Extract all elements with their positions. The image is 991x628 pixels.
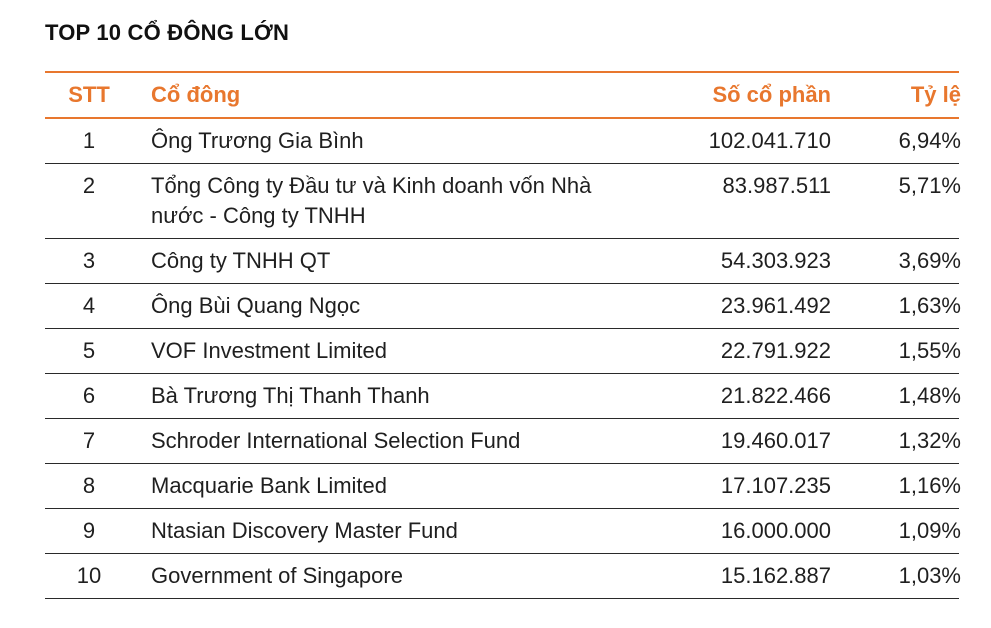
row-stt: 2 [82, 173, 96, 198]
row-shareholder: VOF Investment Limited [151, 338, 387, 363]
row-ratio: 1,55% [898, 338, 961, 363]
table-row: 5 VOF Investment Limited 22.791.922 1,55… [45, 329, 961, 374]
row-shareholder: Schroder International Selection Fund [151, 428, 521, 453]
row-shares: 15.162.887 [720, 563, 831, 588]
row-stt: 7 [82, 428, 96, 453]
row-stt: 1 [82, 128, 96, 153]
row-shareholder: Government of Singapore [151, 563, 403, 588]
row-shareholder: Tổng Công ty Đầu tư và Kinh doanh vốn Nh… [151, 173, 592, 228]
row-ratio: 3,69% [898, 248, 961, 273]
row-shares: 102.041.710 [708, 128, 831, 153]
row-shares: 19.460.017 [720, 428, 831, 453]
table-row: 8 Macquarie Bank Limited 17.107.235 1,16… [45, 464, 961, 509]
row-shares: 23.961.492 [720, 293, 831, 318]
header-shareholder: Cổ đông [151, 82, 241, 107]
row-stt: 6 [82, 383, 96, 408]
row-shares: 21.822.466 [720, 383, 831, 408]
row-stt: 4 [82, 293, 96, 318]
row-ratio: 1,48% [898, 383, 961, 408]
row-ratio: 6,94% [898, 128, 961, 153]
row-shareholder: Ông Trương Gia Bình [151, 128, 364, 153]
header-ratio: Tỷ lệ [910, 82, 961, 107]
row-ratio: 1,03% [898, 563, 961, 588]
row-shareholder: Công ty TNHH QT [151, 248, 331, 273]
row-shares: 54.303.923 [720, 248, 831, 273]
shareholder-table: STT Cổ đông Số cổ phần Tỷ lệ 1 Ông Trươn… [45, 71, 961, 599]
row-shareholder: Bà Trương Thị Thanh Thanh [151, 383, 430, 408]
row-ratio: 1,32% [898, 428, 961, 453]
row-shares: 22.791.922 [720, 338, 831, 363]
table-row: 6 Bà Trương Thị Thanh Thanh 21.822.466 1… [45, 374, 961, 419]
table-header-row: STT Cổ đông Số cổ phần Tỷ lệ [45, 73, 961, 119]
table-row: 3 Công ty TNHH QT 54.303.923 3,69% [45, 239, 961, 284]
row-stt: 9 [82, 518, 96, 543]
header-stt: STT [68, 82, 110, 107]
header-shares: Số cổ phần [712, 82, 831, 107]
table-row: 10 Government of Singapore 15.162.887 1,… [45, 554, 961, 599]
table-row: 2 Tổng Công ty Đầu tư và Kinh doanh vốn … [45, 164, 961, 239]
row-stt: 3 [82, 248, 96, 273]
row-shares: 17.107.235 [720, 473, 831, 498]
table-row: 7 Schroder International Selection Fund … [45, 419, 961, 464]
table-row: 1 Ông Trương Gia Bình 102.041.710 6,94% [45, 119, 961, 164]
table-row: 9 Ntasian Discovery Master Fund 16.000.0… [45, 509, 961, 554]
table-row: 4 Ông Bùi Quang Ngọc 23.961.492 1,63% [45, 284, 961, 329]
row-shares: 16.000.000 [720, 518, 831, 543]
row-ratio: 1,63% [898, 293, 961, 318]
row-ratio: 5,71% [898, 173, 961, 198]
page-title: TOP 10 CỔ ĐÔNG LỚN [45, 20, 290, 45]
row-ratio: 1,09% [898, 518, 961, 543]
row-stt: 5 [82, 338, 96, 363]
row-shareholder: Ông Bùi Quang Ngọc [151, 293, 361, 318]
row-stt: 8 [82, 473, 96, 498]
row-stt: 10 [76, 563, 102, 588]
row-shares: 83.987.511 [722, 173, 831, 198]
row-shareholder: Macquarie Bank Limited [151, 473, 388, 498]
row-ratio: 1,16% [898, 473, 961, 498]
row-shareholder: Ntasian Discovery Master Fund [151, 518, 458, 543]
